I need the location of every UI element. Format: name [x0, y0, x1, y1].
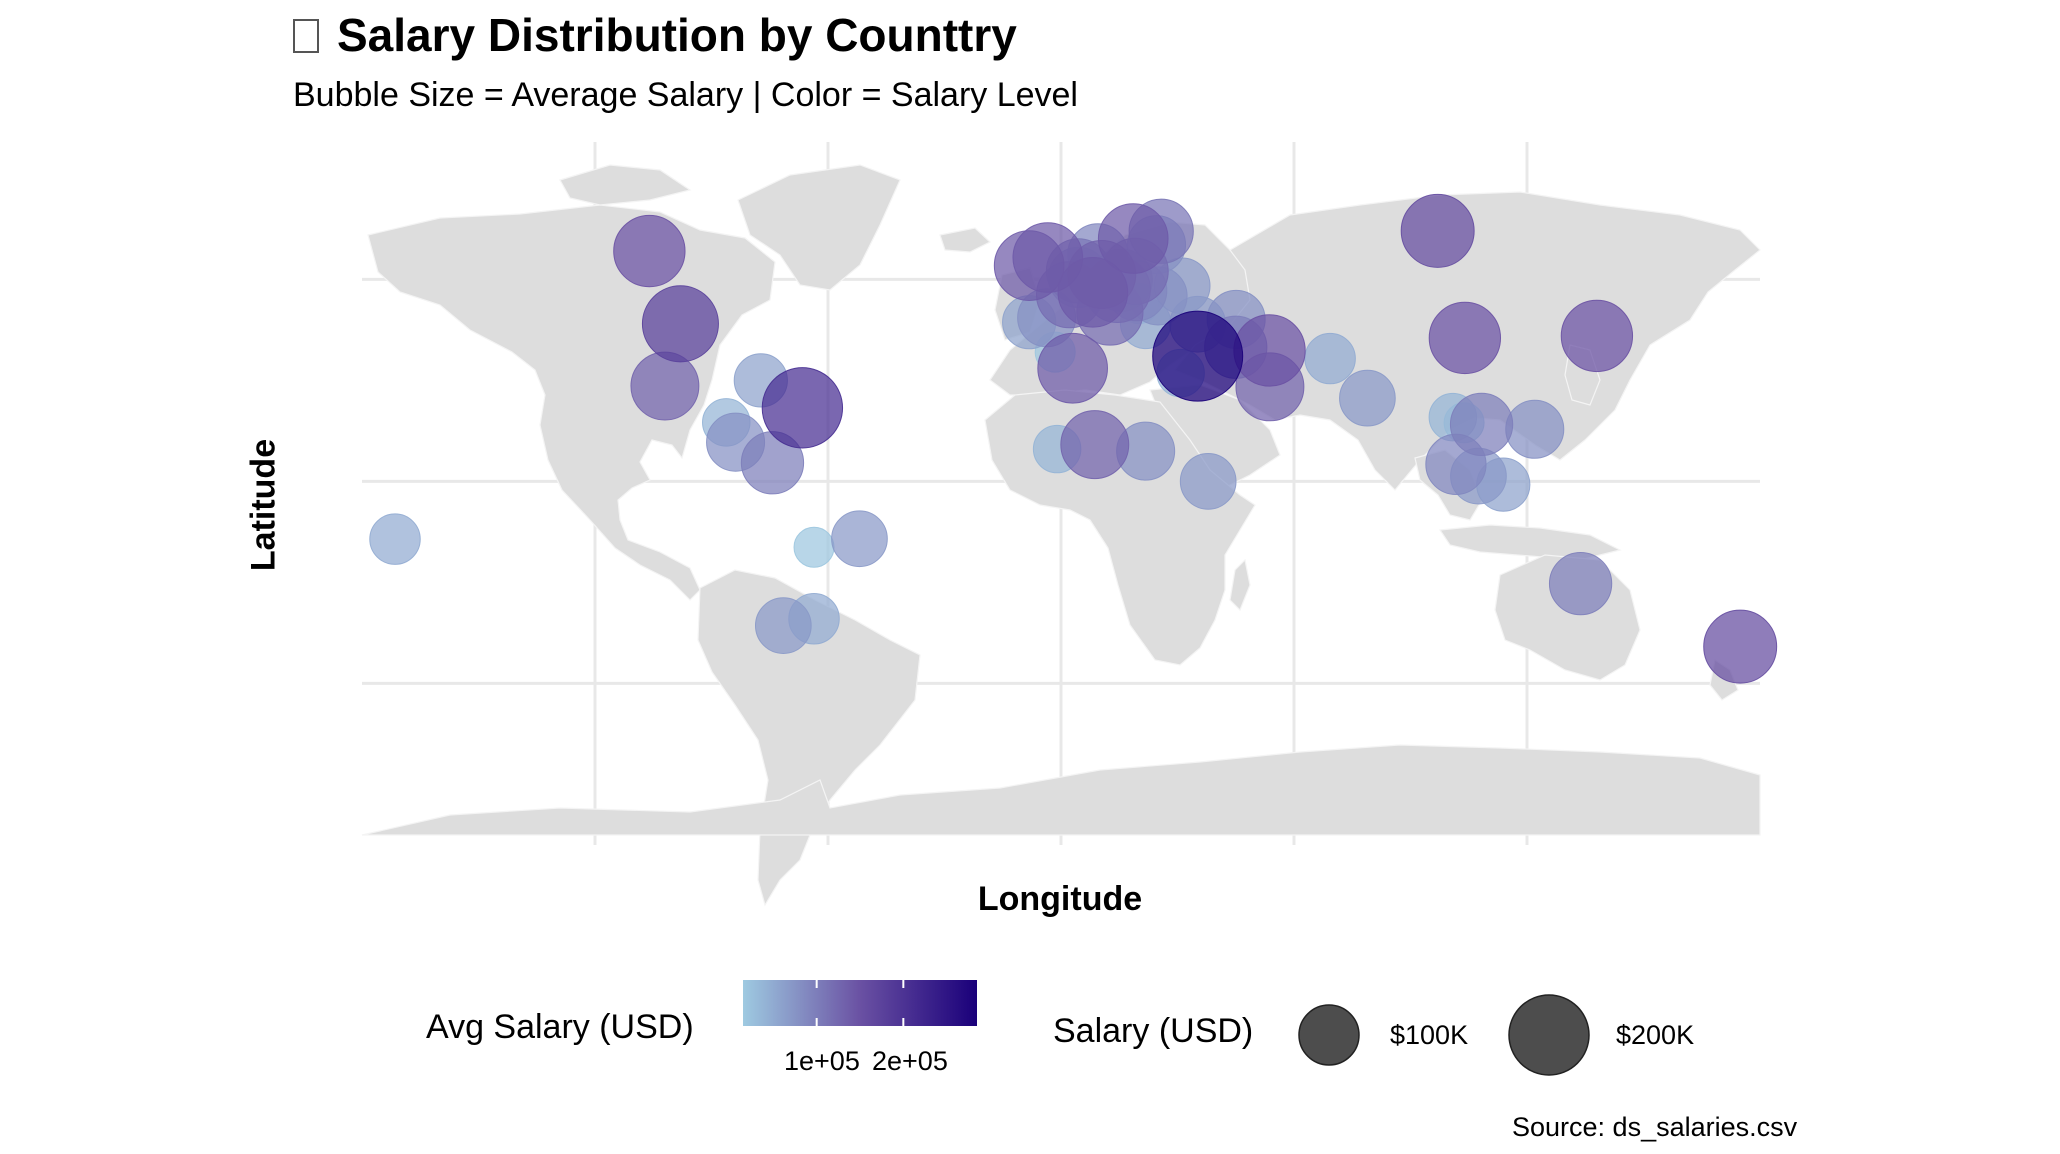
size-legend-circles	[1298, 994, 1590, 1076]
land-iceland	[939, 227, 992, 253]
size-legend-circle	[1298, 1004, 1360, 1066]
color-legend-bar	[743, 980, 977, 1026]
x-axis-label: Longitude	[977, 880, 1143, 918]
chart-subtitle: Bubble Size = Average Salary | Color = S…	[293, 76, 1078, 114]
salary-bubble	[1179, 453, 1237, 510]
missing-glyph-icon	[293, 19, 319, 53]
salary-bubble	[369, 513, 421, 565]
source-caption: Source: ds_salaries.csv	[1512, 1112, 1798, 1142]
color-legend-ticks	[815, 980, 905, 1026]
salary-bubble	[613, 214, 686, 288]
salary-bubble	[1428, 301, 1502, 375]
salary-bubble	[1057, 256, 1129, 328]
salary-bubble	[754, 597, 812, 654]
salary-bubble	[1339, 369, 1396, 427]
salary-bubble	[1097, 203, 1169, 274]
salary-bubble	[1505, 399, 1565, 459]
chart-title: Salary Distribution by Counttry	[293, 8, 1017, 62]
salary-bubble	[1037, 332, 1108, 404]
size-legend-title: Salary (USD)	[1053, 1012, 1254, 1050]
size-legend-circle	[1508, 994, 1590, 1076]
size-legend-label-100k: $100K	[1390, 1020, 1469, 1050]
salary-bubble	[1560, 299, 1634, 373]
salary-bubble	[1304, 332, 1356, 385]
salary-bubble	[793, 526, 835, 568]
salary-bubbles	[369, 193, 1778, 684]
salary-bubble	[641, 285, 719, 363]
salary-bubble	[1548, 551, 1613, 616]
salary-bubble	[1703, 609, 1778, 684]
land-antarctica	[361, 744, 1761, 836]
size-legend-label-200k: $200K	[1616, 1020, 1695, 1050]
color-legend-tick-1: 1e+05	[784, 1046, 860, 1076]
salary-bubble	[1449, 392, 1514, 457]
salary-bubble	[630, 351, 700, 421]
salary-bubble	[1152, 310, 1244, 402]
salary-bubble	[1060, 410, 1130, 480]
land-greenland	[737, 164, 901, 291]
land-indonesia	[1438, 524, 1622, 561]
chart-title-text: Salary Distribution by Counttry	[337, 9, 1017, 61]
land-madagascar	[1229, 558, 1251, 612]
salary-bubble	[761, 367, 844, 449]
salary-bubble	[1400, 193, 1475, 268]
salary-bubble	[831, 510, 888, 568]
color-legend-title: Avg Salary (USD)	[426, 1008, 694, 1046]
salary-bubble	[1233, 314, 1306, 387]
color-legend-tick-2: 2e+05	[872, 1046, 948, 1076]
land-arctic-islands	[559, 164, 692, 206]
